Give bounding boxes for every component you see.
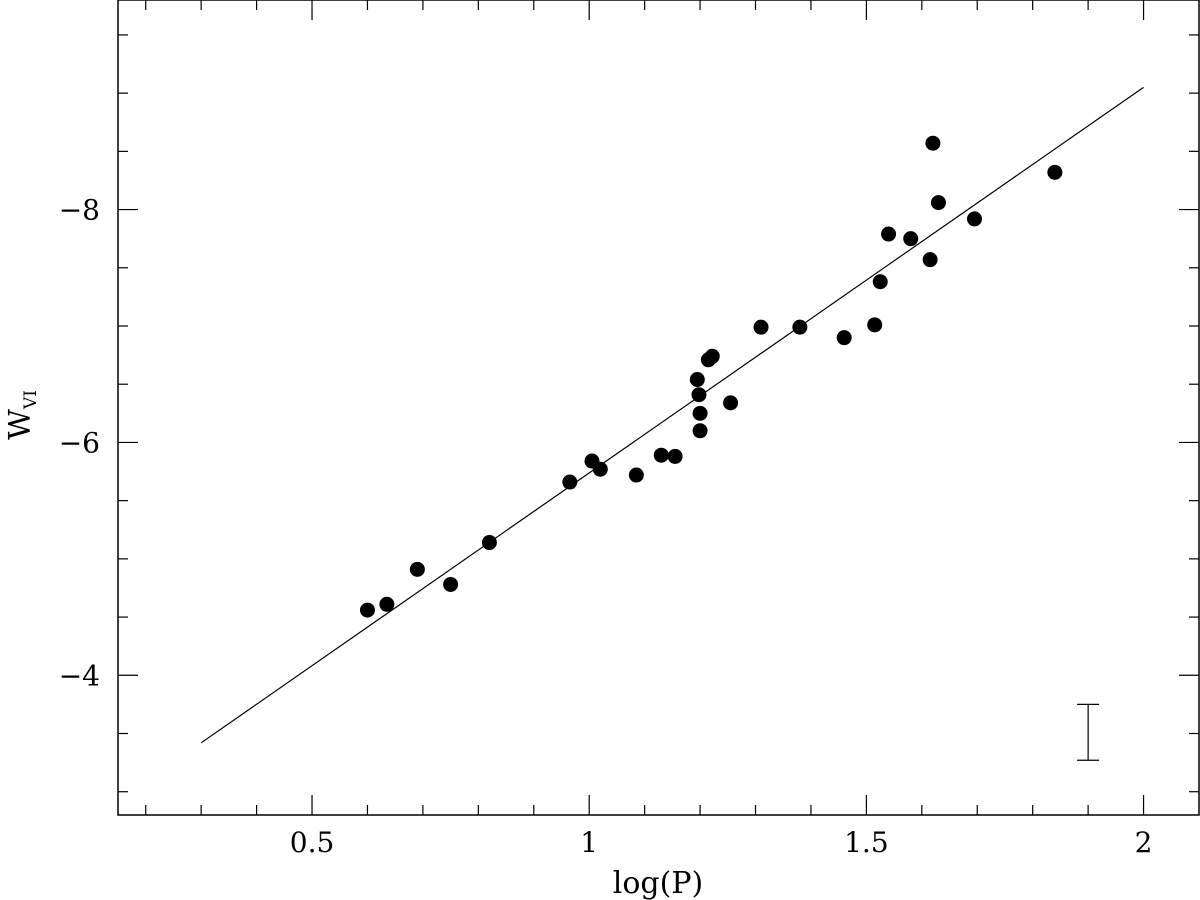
y-tick-label: −4 xyxy=(59,659,100,692)
x-tick-label: 0.5 xyxy=(290,826,335,859)
x-tick-label: 1 xyxy=(580,826,598,859)
data-point xyxy=(562,474,578,490)
svg-text:WVI: WVI xyxy=(3,390,41,440)
data-point xyxy=(922,252,938,268)
data-point xyxy=(653,447,669,463)
data-point xyxy=(753,319,769,335)
y-tick-label: −8 xyxy=(59,194,100,227)
data-point xyxy=(1047,164,1063,180)
x-tick-labels: 0.5 1 1.5 2 xyxy=(290,826,1153,859)
data-point xyxy=(836,330,852,346)
data-point xyxy=(704,348,720,364)
data-point xyxy=(481,535,497,551)
data-point xyxy=(903,231,919,247)
data-point xyxy=(689,372,705,388)
y-axis-label: WVI xyxy=(3,390,41,440)
plot-frame xyxy=(117,0,1200,816)
data-point xyxy=(692,423,708,439)
y-axis-label-subscript: VI xyxy=(21,390,41,410)
data-point xyxy=(930,195,946,211)
data-point xyxy=(592,461,608,477)
data-point xyxy=(379,596,395,612)
data-point xyxy=(359,602,375,618)
x-tick-label: 2 xyxy=(1135,826,1153,859)
data-point xyxy=(667,448,683,464)
axis-ticks xyxy=(118,0,1199,815)
data-point xyxy=(792,319,808,335)
data-point xyxy=(409,561,425,577)
data-point xyxy=(966,211,982,227)
data-point xyxy=(628,467,644,483)
data-point xyxy=(443,576,459,592)
data-points xyxy=(359,135,1063,618)
error-bar xyxy=(1077,703,1100,761)
data-point xyxy=(691,387,707,403)
y-tick-labels: −4 −6 −8 xyxy=(59,194,100,693)
data-point xyxy=(867,317,883,333)
data-point xyxy=(723,395,739,411)
data-point xyxy=(692,405,708,421)
x-axis-label: log(P) xyxy=(613,866,703,900)
data-point xyxy=(881,226,897,242)
y-tick-label: −6 xyxy=(59,426,100,459)
data-point xyxy=(872,274,888,290)
y-axis-label-main: W xyxy=(3,409,38,440)
fit-line xyxy=(200,86,1144,744)
x-tick-label: 1.5 xyxy=(844,826,889,859)
data-point xyxy=(925,135,941,151)
